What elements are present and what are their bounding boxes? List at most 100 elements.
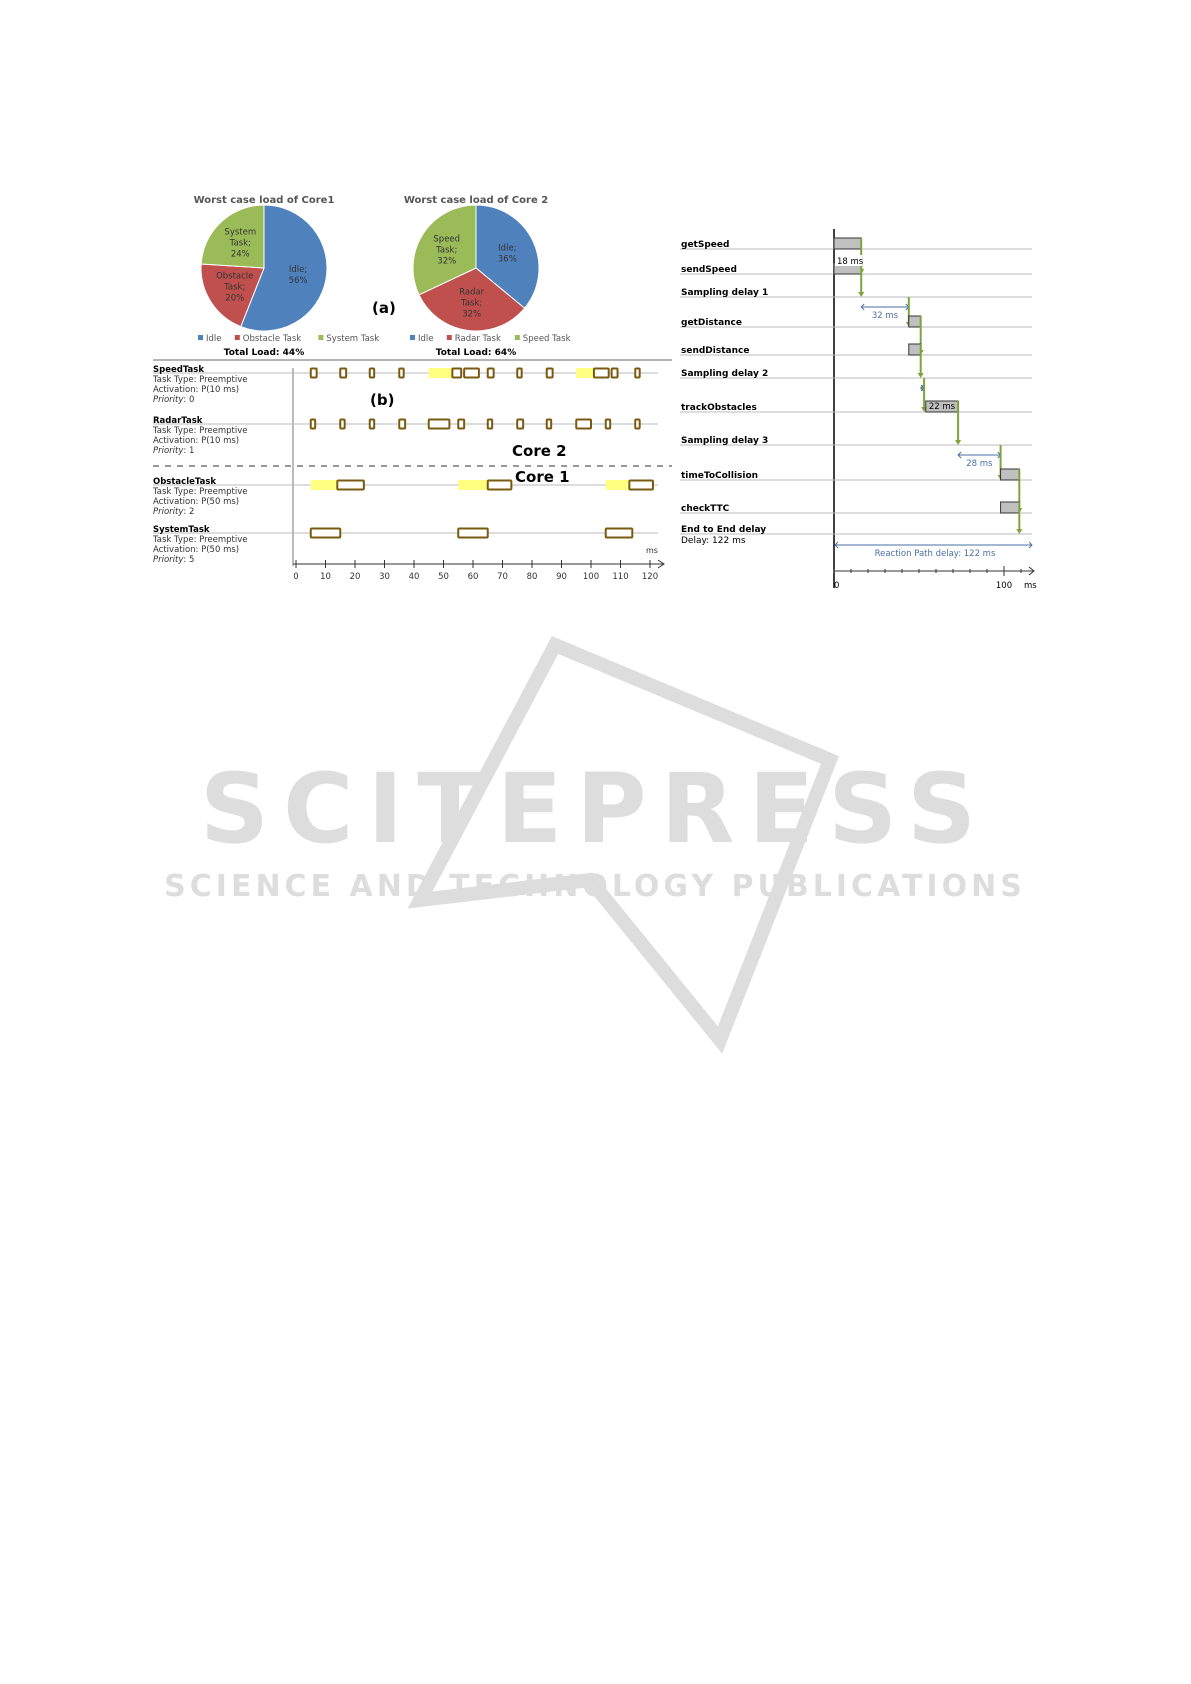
box-callout: 18 ms [837, 257, 864, 267]
x-tick-label: 50 [438, 572, 449, 582]
exec-block [545, 418, 553, 430]
row-label: getDistance [681, 318, 742, 328]
x-tick-label: 70 [497, 572, 508, 582]
total-load: Total Load: 64% [436, 348, 516, 358]
task-name: ObstacleTask [153, 477, 216, 487]
row-label: End to End delay [681, 525, 766, 535]
exec-block [451, 367, 463, 379]
flow-arrowhead-icon [955, 440, 962, 445]
pie-data-label: System Task; 24% [224, 228, 256, 260]
exec-block [457, 418, 466, 430]
x-tick-label: 100 [583, 572, 599, 582]
exec-block [398, 367, 405, 379]
delay-label: 28 ms [966, 459, 993, 469]
task-name: SystemTask [153, 525, 210, 535]
total-load: Total Load: 44% [224, 348, 304, 358]
wait-segment [605, 480, 630, 490]
x-tick-label: 80 [527, 572, 538, 582]
callout-bg [835, 255, 862, 266]
exec-block [368, 418, 376, 430]
runnable-box [1000, 501, 1020, 514]
row-label: timeToCollision [681, 471, 758, 481]
runnable-box [1000, 468, 1020, 481]
x-tick-label: 0 [834, 581, 839, 591]
pie-title: Worst case load of Core1 [194, 195, 335, 206]
row-label: trackObstacles [681, 403, 757, 413]
x-tick-label: 0 [293, 572, 298, 582]
task-priority: Priority: 5 [153, 555, 194, 565]
pie-slice-radar-task [418, 267, 526, 332]
legend-entry: Obstacle Task [243, 334, 301, 344]
legend-entry: Radar Task [455, 334, 501, 344]
delay-label: 32 ms [872, 311, 899, 321]
panel-label-b: (b) [370, 391, 394, 409]
exec-block [545, 367, 554, 379]
legend-swatch [514, 335, 520, 340]
wait-segment [576, 368, 594, 378]
task-priority: Priority: 1 [153, 446, 194, 456]
flow-arrowhead-icon [917, 373, 924, 378]
task-activation: Activation: P(10 ms) [153, 436, 239, 446]
exec-block [398, 418, 407, 430]
exec-block [486, 367, 495, 379]
pie-slice-idle [240, 204, 328, 332]
exec-block [309, 527, 342, 539]
pie-core1: Worst case load of Core1 Idle; 56% Obstacle… [194, 195, 380, 358]
x-tick-label: 20 [350, 572, 361, 582]
task-priority: Priority: 0 [153, 395, 194, 405]
watermark-title: SCITEPRESS [200, 753, 990, 865]
x-tick-label: 40 [409, 572, 420, 582]
x-tick-label: 60 [468, 572, 479, 582]
pie-slice-idle [475, 204, 540, 309]
flow-arrowhead-icon [858, 292, 865, 297]
row-label: Sampling delay 1 [681, 288, 768, 298]
task-priority: Priority: 2 [153, 507, 194, 517]
task-type: Task Type: Preemptive [152, 426, 248, 436]
task-activation: Activation: P(10 ms) [153, 385, 239, 395]
row-sublabel: Delay: 122 ms [681, 536, 746, 546]
task-type: Task Type: Preemptive [152, 375, 248, 385]
exec-block [486, 418, 494, 430]
core1-label: Core 1 [515, 468, 570, 486]
x-unit: ms [1024, 581, 1037, 591]
exec-block [309, 367, 318, 379]
pie-data-label: Speed Task; 32% [433, 234, 460, 266]
exec-block [575, 418, 592, 430]
watermark: SCITEPRESS SCIENCE AND TECHNOLOGY PUBLIC… [164, 636, 1022, 1054]
box-label: 22 ms [929, 402, 956, 412]
pie-slice-obstacle-task [200, 263, 265, 328]
x-unit: ms [646, 546, 658, 555]
exec-block [634, 367, 641, 379]
task-activation: Activation: P(50 ms) [153, 545, 239, 555]
legend-swatch [234, 335, 240, 340]
x-tick-label: 30 [379, 572, 390, 582]
legend-swatch [410, 335, 415, 340]
task-name: RadarTask [153, 416, 203, 426]
legend-entry: Idle [418, 334, 434, 344]
runnable-box [833, 237, 862, 250]
pie-slice-system-task [200, 204, 265, 269]
task-type: Task Type: Preemptive [152, 535, 248, 545]
legend-swatch [198, 335, 203, 340]
exec-block [516, 367, 523, 379]
x-axis-arrow-icon [657, 559, 665, 569]
row-label: Sampling delay 2 [681, 369, 768, 379]
legend-entry: Speed Task [523, 334, 571, 344]
exec-block [336, 479, 365, 491]
exec-block [368, 367, 376, 379]
pie-data-label: Idle; 56% [289, 265, 308, 286]
exec-block [592, 367, 610, 379]
reaction-path-arrowheads-icon [834, 541, 1033, 549]
row-label: Sampling delay 3 [681, 436, 768, 446]
task-name: SpeedTask [153, 365, 204, 375]
exec-block [628, 479, 654, 491]
x-tick-label: 90 [556, 572, 567, 582]
exec-block [427, 418, 451, 430]
legend-swatch [318, 335, 324, 340]
flow-arrowhead-icon [1016, 529, 1023, 534]
x-tick-label: 100 [996, 581, 1012, 591]
legend-entry: Idle [206, 334, 222, 344]
exec-block [339, 418, 346, 430]
